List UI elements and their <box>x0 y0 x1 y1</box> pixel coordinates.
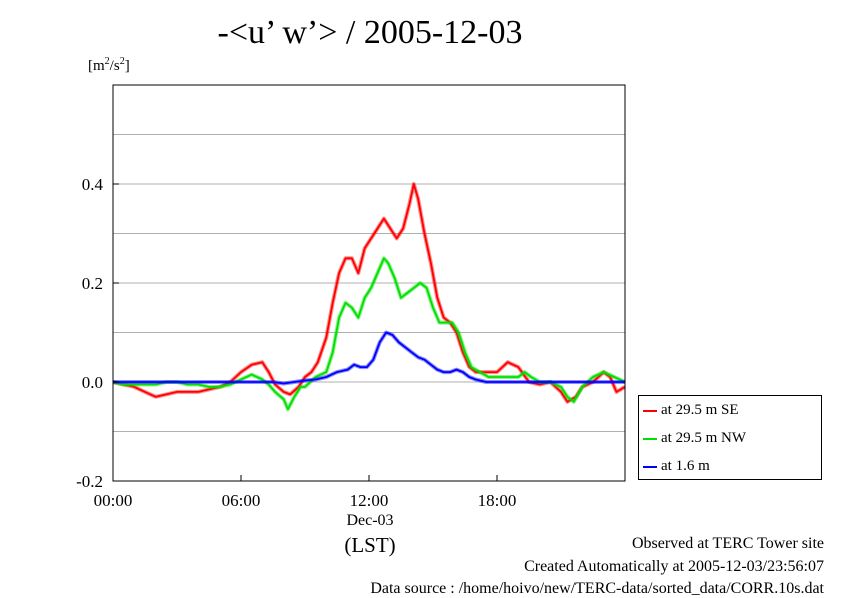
gridlines <box>113 84 625 482</box>
legend-swatch-blue <box>643 465 657 468</box>
x-axis-date-label: Dec-03 <box>346 512 394 529</box>
legend-swatch-red <box>643 409 657 412</box>
series-line-1 <box>112 257 626 411</box>
legend-swatch-green <box>643 437 657 440</box>
series-line-2 <box>113 331 625 385</box>
unit-sup-2: 2 <box>119 56 125 67</box>
y-tick-label: -0.2 <box>76 472 103 491</box>
legend-item-nw: at 29.5 m NW <box>643 430 746 447</box>
legend-item-low: at 1.6 m <box>643 458 710 475</box>
unit-mid: /s <box>109 58 120 74</box>
legend-label-se: at 29.5 m SE <box>661 402 739 418</box>
unit-sup-1: 2 <box>104 56 110 67</box>
chart-title: -<u’ w’> / 2005-12-03 <box>217 14 523 51</box>
footer-created: Created Automatically at 2005-12-03/23:5… <box>524 558 824 575</box>
legend: at 29.5 m SE at 29.5 m NW at 1.6 m <box>638 395 822 480</box>
y-tick-label: 0.4 <box>82 175 104 194</box>
axis-ticks: -0.2 0.0 0.2 0.4 00:00 06:00 12:00 18:00 <box>76 175 516 510</box>
series-halo-1 <box>112 256 626 412</box>
legend-item-se: at 29.5 m SE <box>643 402 739 419</box>
footer-source: Data source : /home/hoivo/new/TERC-data/… <box>370 580 824 597</box>
series-line-0 <box>112 183 626 403</box>
x-tick-label: 18:00 <box>478 491 517 510</box>
unit-suffix: ] <box>124 58 130 74</box>
unit-prefix: [m <box>88 58 105 74</box>
series-layer <box>112 182 627 412</box>
x-tick-label: 12:00 <box>350 491 389 510</box>
series-halo-2 <box>113 330 625 386</box>
legend-label-nw: at 29.5 m NW <box>661 430 746 446</box>
x-tick-label: 00:00 <box>94 491 133 510</box>
footer-site: Observed at TERC Tower site <box>631 535 824 552</box>
legend-label-low: at 1.6 m <box>661 458 710 474</box>
x-axis-unit-label: (LST) <box>344 533 396 557</box>
y-axis-unit-label: [m2/s2] <box>88 56 130 75</box>
x-tick-label: 06:00 <box>222 491 261 510</box>
y-tick-label: 0.2 <box>82 274 103 293</box>
y-tick-label: 0.0 <box>82 373 103 392</box>
